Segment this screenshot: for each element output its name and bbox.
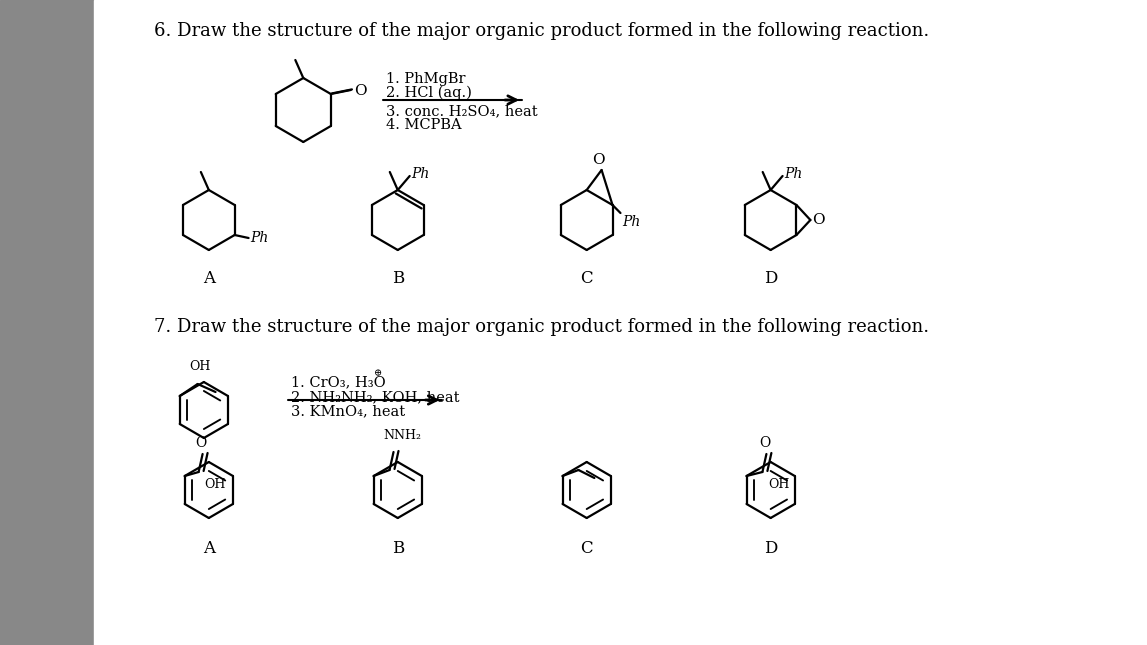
Text: 2. HCl (aq.): 2. HCl (aq.) (385, 86, 471, 101)
Text: 7. Draw the structure of the major organic product formed in the following react: 7. Draw the structure of the major organ… (154, 318, 929, 336)
Text: O: O (759, 436, 770, 450)
Text: OH: OH (189, 359, 211, 373)
Text: 6. Draw the structure of the major organic product formed in the following react: 6. Draw the structure of the major organ… (154, 22, 929, 40)
Text: O: O (592, 153, 604, 167)
Text: D: D (764, 270, 778, 287)
Text: OH: OH (204, 478, 226, 491)
Text: C: C (580, 270, 593, 287)
Text: 2. NH₂NH₂, KOH, heat: 2. NH₂NH₂, KOH, heat (291, 390, 460, 404)
Text: 3. KMnO₄, heat: 3. KMnO₄, heat (291, 404, 406, 418)
Text: 4. MCPBA: 4. MCPBA (385, 118, 461, 132)
Text: Ph: Ph (412, 167, 430, 181)
Text: D: D (764, 540, 778, 557)
Text: A: A (203, 270, 214, 287)
Text: 1. CrO₃, H₃O: 1. CrO₃, H₃O (291, 375, 387, 389)
Text: B: B (391, 270, 404, 287)
Text: OH: OH (768, 478, 790, 491)
Text: O: O (353, 84, 366, 98)
Text: 1. PhMgBr: 1. PhMgBr (385, 72, 466, 86)
Text: A: A (203, 540, 214, 557)
Text: B: B (391, 540, 404, 557)
Text: ⊕: ⊕ (374, 369, 382, 378)
Text: C: C (580, 540, 593, 557)
Text: Ph: Ph (623, 215, 641, 229)
Text: 3. conc. H₂SO₄, heat: 3. conc. H₂SO₄, heat (385, 104, 538, 118)
Bar (0, 0, 94, 645)
Text: O: O (812, 213, 825, 227)
Text: Ph: Ph (250, 231, 268, 245)
Text: Ph: Ph (785, 167, 803, 181)
Text: NNH₂: NNH₂ (383, 429, 422, 442)
Text: O: O (195, 436, 206, 450)
